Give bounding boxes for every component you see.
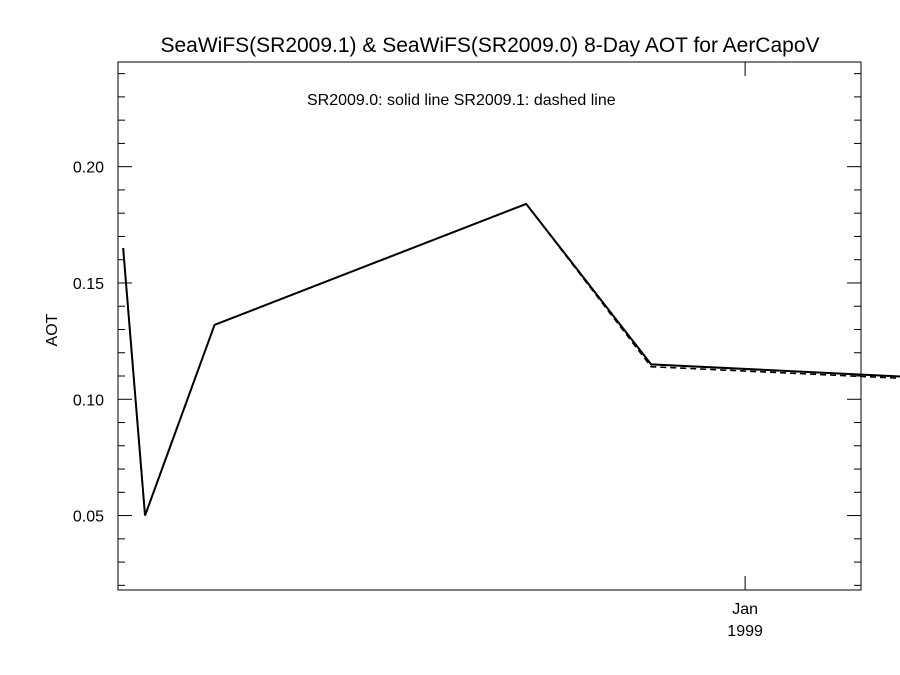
chart-title: SeaWiFS(SR2009.1) & SeaWiFS(SR2009.0) 8-… bbox=[160, 34, 819, 57]
y-tick-label: 0.05 bbox=[73, 509, 104, 526]
series-line-sr2009-1 bbox=[122, 202, 900, 516]
y-tick-label: 0.15 bbox=[73, 276, 104, 293]
y-tick-label: 0.20 bbox=[73, 160, 104, 177]
series-layer bbox=[122, 202, 900, 516]
x-tick-month-label: Jan bbox=[732, 601, 758, 618]
y-axis-label: AOT bbox=[44, 313, 61, 346]
line-style-annotation: SR2009.0: solid line SR2009.1: dashed li… bbox=[307, 92, 616, 109]
y-tick-label: 0.10 bbox=[73, 392, 104, 409]
y-axis-ticks: 0.05 0.10 0.15 0.20 bbox=[73, 73, 861, 586]
x-axis-ticks: Jan1999Jan2000Jan2001Jan2002Jan2003Jan20… bbox=[727, 62, 763, 640]
series-line-sr2009-0 bbox=[122, 202, 900, 516]
x-tick-year-label: 1999 bbox=[727, 623, 763, 640]
plot-frame bbox=[117, 61, 862, 591]
